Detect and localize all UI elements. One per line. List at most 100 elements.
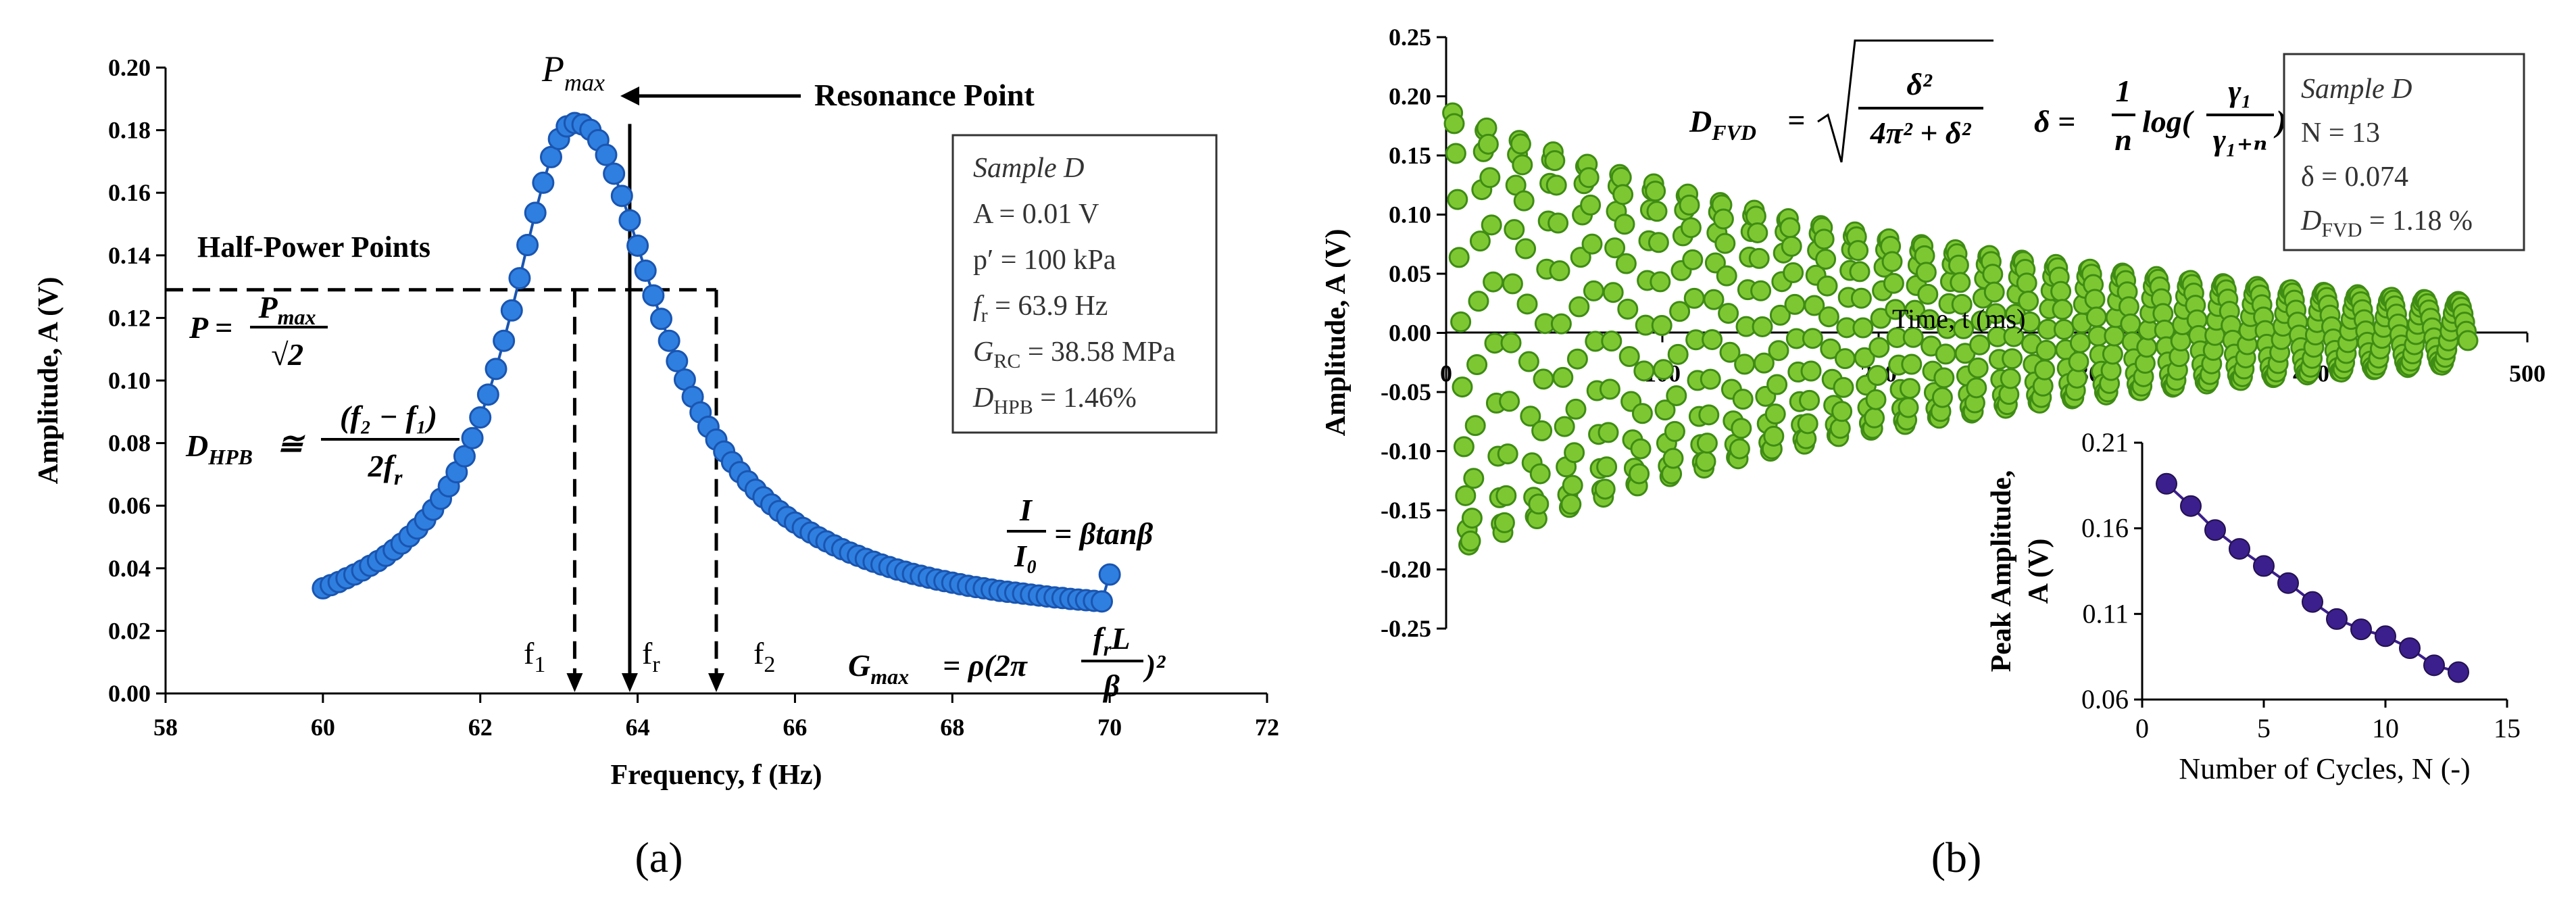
chart-b-point: [1597, 422, 1619, 443]
chart-b-point: [1852, 317, 1874, 339]
chart-b-point: [1544, 150, 1566, 172]
chart-b-point: [1917, 283, 1939, 305]
chart-b-y-tick-label: 0.10: [1389, 201, 1431, 228]
chart-a: 58 60 62 64 66 68 70 72 0.00 0.02 0.04 0.06 0.08 0.1…: [33, 49, 1279, 881]
chart-b-point: [1683, 287, 1705, 309]
svg-text:P =: P =: [189, 310, 232, 345]
chart-b-point: [1768, 340, 1789, 362]
inset-point: [2156, 472, 2177, 495]
chart-a-point: [595, 143, 618, 166]
chart-b-y-tick-label: 0.25: [1389, 24, 1431, 51]
chart-b-point: [1729, 438, 1750, 460]
panel-label-a: (a): [635, 833, 683, 881]
chart-a-x-tick-label: 62: [468, 714, 493, 741]
chart-b-point: [1834, 348, 1856, 370]
svg-text:(f₂ − f₁): (f₂ − f₁): [340, 399, 437, 434]
chart-b-point: [1918, 309, 1940, 331]
chart-a-point: [469, 406, 492, 429]
chart-b-point: [1455, 485, 1477, 506]
chart-b-point: [1602, 282, 1624, 303]
half-power-label: Half-Power Points: [197, 230, 430, 264]
chart-b-point: [2069, 332, 2091, 353]
chart-b-point: [1967, 357, 1989, 378]
chart-b-point: [1898, 397, 1919, 418]
chart-b-point: [1779, 217, 1801, 239]
chart-a-y-label: Amplitude, A (V): [33, 277, 64, 485]
chart-b-y-tick-label: 0.20: [1389, 83, 1431, 110]
chart-b-y-tick-label: -0.15: [1381, 497, 1431, 524]
formula-i-ratio: I I₀ = βtanβ: [1007, 493, 1154, 573]
chart-a-info-box: [951, 134, 1218, 434]
chart-b-y-tick-label: -0.25: [1381, 615, 1431, 642]
pmax-label: Pmax: [541, 49, 605, 96]
chart-a-point: [516, 234, 539, 257]
chart-b-point: [1983, 281, 2005, 303]
chart-b-point: [1753, 352, 1775, 374]
chart-a-y-tick-label: 0.06: [108, 492, 151, 519]
chart-b-point: [1618, 346, 1640, 368]
chart-b-point: [2084, 289, 2106, 310]
chart-b-point: [1766, 374, 1788, 395]
chart-b-point: [1714, 233, 1736, 254]
chart-b-x-label: Time, t (ms): [1892, 303, 2025, 334]
chart-b-point: [1549, 260, 1570, 282]
chart-a-point: [666, 349, 689, 372]
svg-text:1: 1: [2116, 74, 2131, 108]
chart-a-point: [626, 234, 649, 257]
chart-b-point: [1565, 398, 1587, 420]
svg-text:I: I: [1019, 493, 1033, 527]
chart-b-point: [1450, 311, 1472, 333]
inset-point: [2229, 538, 2250, 560]
chart-b-point: [1448, 247, 1470, 268]
chart-b-point: [1899, 378, 1921, 399]
chart-b-y-tick-label: 0.00: [1389, 320, 1431, 347]
inset-x-tick-label: 0: [2135, 713, 2149, 743]
chart-b-point: [2457, 330, 2479, 351]
chart-a-y-tick-label: 0.16: [108, 179, 151, 206]
inset-y-tick-label: 0.06: [2081, 684, 2129, 714]
chart-b-point: [1731, 418, 1752, 439]
chart-b-point: [1804, 295, 1825, 316]
inset-y-label-line1: Peak Amplitude,: [1986, 470, 2017, 672]
chart-b-point: [1614, 214, 1635, 235]
chart-b-point: [1545, 174, 1567, 196]
chart-a-y-tick-label: 0.04: [108, 555, 151, 582]
chart-b-point: [2052, 299, 2073, 320]
inset-y-label-line2: A (V): [2023, 539, 2054, 604]
chart-a-y-tick-label: 0.12: [108, 304, 151, 331]
fr-arrow-icon: [621, 673, 638, 692]
chart-a-point: [476, 383, 499, 406]
chart-b-point: [1518, 351, 1539, 372]
svg-text:): ): [2273, 104, 2286, 139]
chart-b-point: [1599, 378, 1620, 400]
chart-b-point: [1443, 113, 1465, 134]
chart-b-y-tick-label: -0.05: [1381, 378, 1431, 406]
chart-b-point: [1469, 230, 1491, 252]
chart-a-point: [642, 284, 665, 307]
chart-b-point: [1849, 261, 1871, 283]
chart-b-point: [1702, 328, 1723, 350]
chart-b-point: [1504, 219, 1525, 241]
chart-b-point: [1784, 293, 1806, 315]
chart-b-point: [1695, 451, 1716, 472]
chart-b-point: [1764, 403, 1786, 425]
info-a-line2: p′ = 100 kPa: [973, 245, 1116, 276]
chart-b-point: [2136, 337, 2158, 358]
resonance-label: Resonance Point: [814, 78, 1035, 112]
inset-x-tick-label: 5: [2257, 713, 2271, 743]
chart-b-point: [1800, 360, 1822, 382]
chart-a-x-tick-label: 72: [1255, 714, 1279, 741]
chart-b-point: [2018, 290, 2039, 312]
chart-b-point: [1813, 228, 1835, 250]
chart-a-y-tick-label: 0.20: [108, 54, 151, 81]
chart-b-point: [1463, 468, 1485, 489]
chart-b-point: [1682, 249, 1704, 270]
svg-text:γ₁: γ₁: [2228, 74, 2252, 108]
svg-text:δ²: δ²: [1906, 67, 1933, 101]
chart-b-point: [2068, 351, 2089, 372]
chart-b-point: [1982, 264, 2004, 285]
chart-b-point: [1703, 289, 1725, 310]
chart-b-point: [2104, 325, 2125, 347]
chart-b-point: [1516, 293, 1538, 315]
info-a-line1: A = 0.01 V: [973, 199, 1099, 230]
